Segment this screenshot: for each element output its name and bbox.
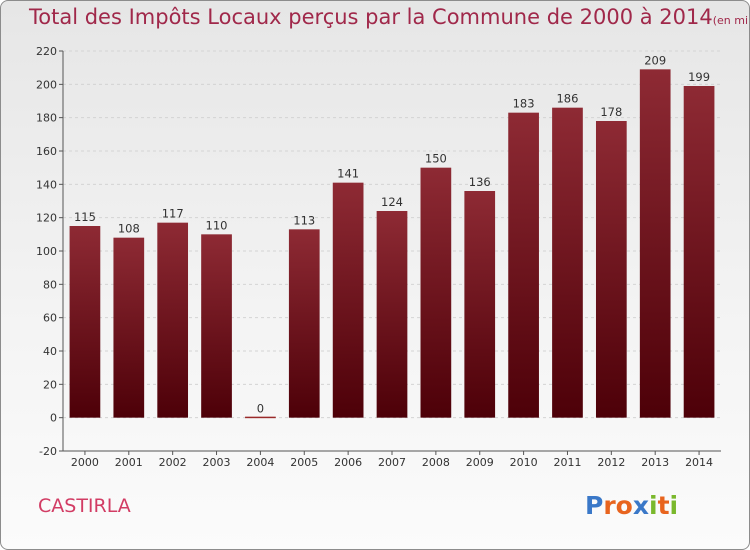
- y-tick-label: 200: [36, 78, 57, 91]
- x-tick-label: 2012: [597, 456, 625, 469]
- bar: [420, 167, 452, 418]
- y-tick-label: 0: [50, 412, 57, 425]
- data-label: 117: [162, 207, 184, 221]
- logo-letter: r: [603, 491, 616, 520]
- proxiti-logo: Proxiti: [585, 491, 678, 520]
- bars: [69, 69, 715, 419]
- y-tick-label: 80: [43, 278, 57, 291]
- data-label: 178: [600, 105, 622, 119]
- logo-letter: x: [632, 491, 649, 520]
- data-label: 136: [469, 175, 491, 189]
- bar: [376, 211, 408, 418]
- logo-letter: o: [615, 491, 633, 520]
- axes: [59, 50, 721, 455]
- x-tick-label: 2003: [203, 456, 231, 469]
- y-tick-label: -20: [39, 445, 57, 458]
- chart-title-text: Total des Impôts Locaux perçus par la Co…: [29, 5, 713, 29]
- bar: [157, 222, 189, 418]
- logo-letter: i: [669, 491, 679, 520]
- y-tick-label: 60: [43, 312, 57, 325]
- bar: [113, 237, 145, 418]
- bar: [245, 416, 276, 419]
- labels: -20 0 20 40 60 80 100 120 140 160 180 200 220 115 2000…: [36, 45, 713, 469]
- data-label: 110: [206, 218, 228, 232]
- data-label: 108: [118, 222, 140, 236]
- data-label: 0: [257, 402, 264, 416]
- logo-letter: P: [585, 491, 604, 520]
- bar: [639, 69, 671, 418]
- x-tick-label: 2000: [71, 456, 99, 469]
- data-label: 113: [293, 213, 315, 227]
- data-label: 150: [425, 152, 447, 166]
- data-label: 115: [74, 210, 96, 224]
- x-tick-label: 2008: [422, 456, 450, 469]
- bar: [464, 191, 496, 418]
- x-tick-label: 2010: [510, 456, 538, 469]
- x-tick-label: 2006: [334, 456, 362, 469]
- data-label: 186: [556, 92, 578, 106]
- x-tick-label: 2011: [553, 456, 581, 469]
- bar: [201, 234, 232, 418]
- y-tick-label: 160: [36, 145, 57, 158]
- y-tick-label: 20: [43, 378, 57, 391]
- x-tick-label: 2014: [685, 456, 713, 469]
- x-tick-label: 2002: [159, 456, 187, 469]
- y-tick-label: 40: [43, 345, 57, 358]
- x-tick-label: 2009: [466, 456, 494, 469]
- data-label: 183: [513, 97, 535, 111]
- data-label: 209: [644, 53, 666, 67]
- bar: [595, 121, 627, 418]
- x-tick-label: 2001: [115, 456, 143, 469]
- y-tick-label: 120: [36, 212, 57, 225]
- chart-title: Total des Impôts Locaux perçus par la Co…: [29, 5, 749, 29]
- x-tick-label: 2004: [246, 456, 274, 469]
- y-tick-label: 220: [36, 45, 57, 58]
- chart-title-unit: (en milliers d'€): [712, 14, 749, 27]
- bar: [683, 86, 715, 418]
- logo-letter: i: [649, 491, 658, 520]
- bar: [552, 107, 583, 418]
- bar: [69, 226, 101, 418]
- y-tick-label: 180: [36, 112, 57, 125]
- x-tick-label: 2005: [290, 456, 318, 469]
- data-label: 141: [337, 167, 359, 181]
- data-label: 199: [688, 70, 710, 84]
- logo-letter: t: [657, 491, 670, 520]
- bar: [332, 182, 364, 418]
- data-label: 124: [381, 195, 403, 209]
- bar: [288, 229, 320, 418]
- commune-name: CASTIRLA: [38, 495, 131, 517]
- y-tick-label: 100: [36, 245, 57, 258]
- x-tick-label: 2007: [378, 456, 406, 469]
- y-tick-label: 140: [36, 178, 57, 191]
- bar: [508, 112, 539, 418]
- x-tick-label: 2013: [641, 456, 669, 469]
